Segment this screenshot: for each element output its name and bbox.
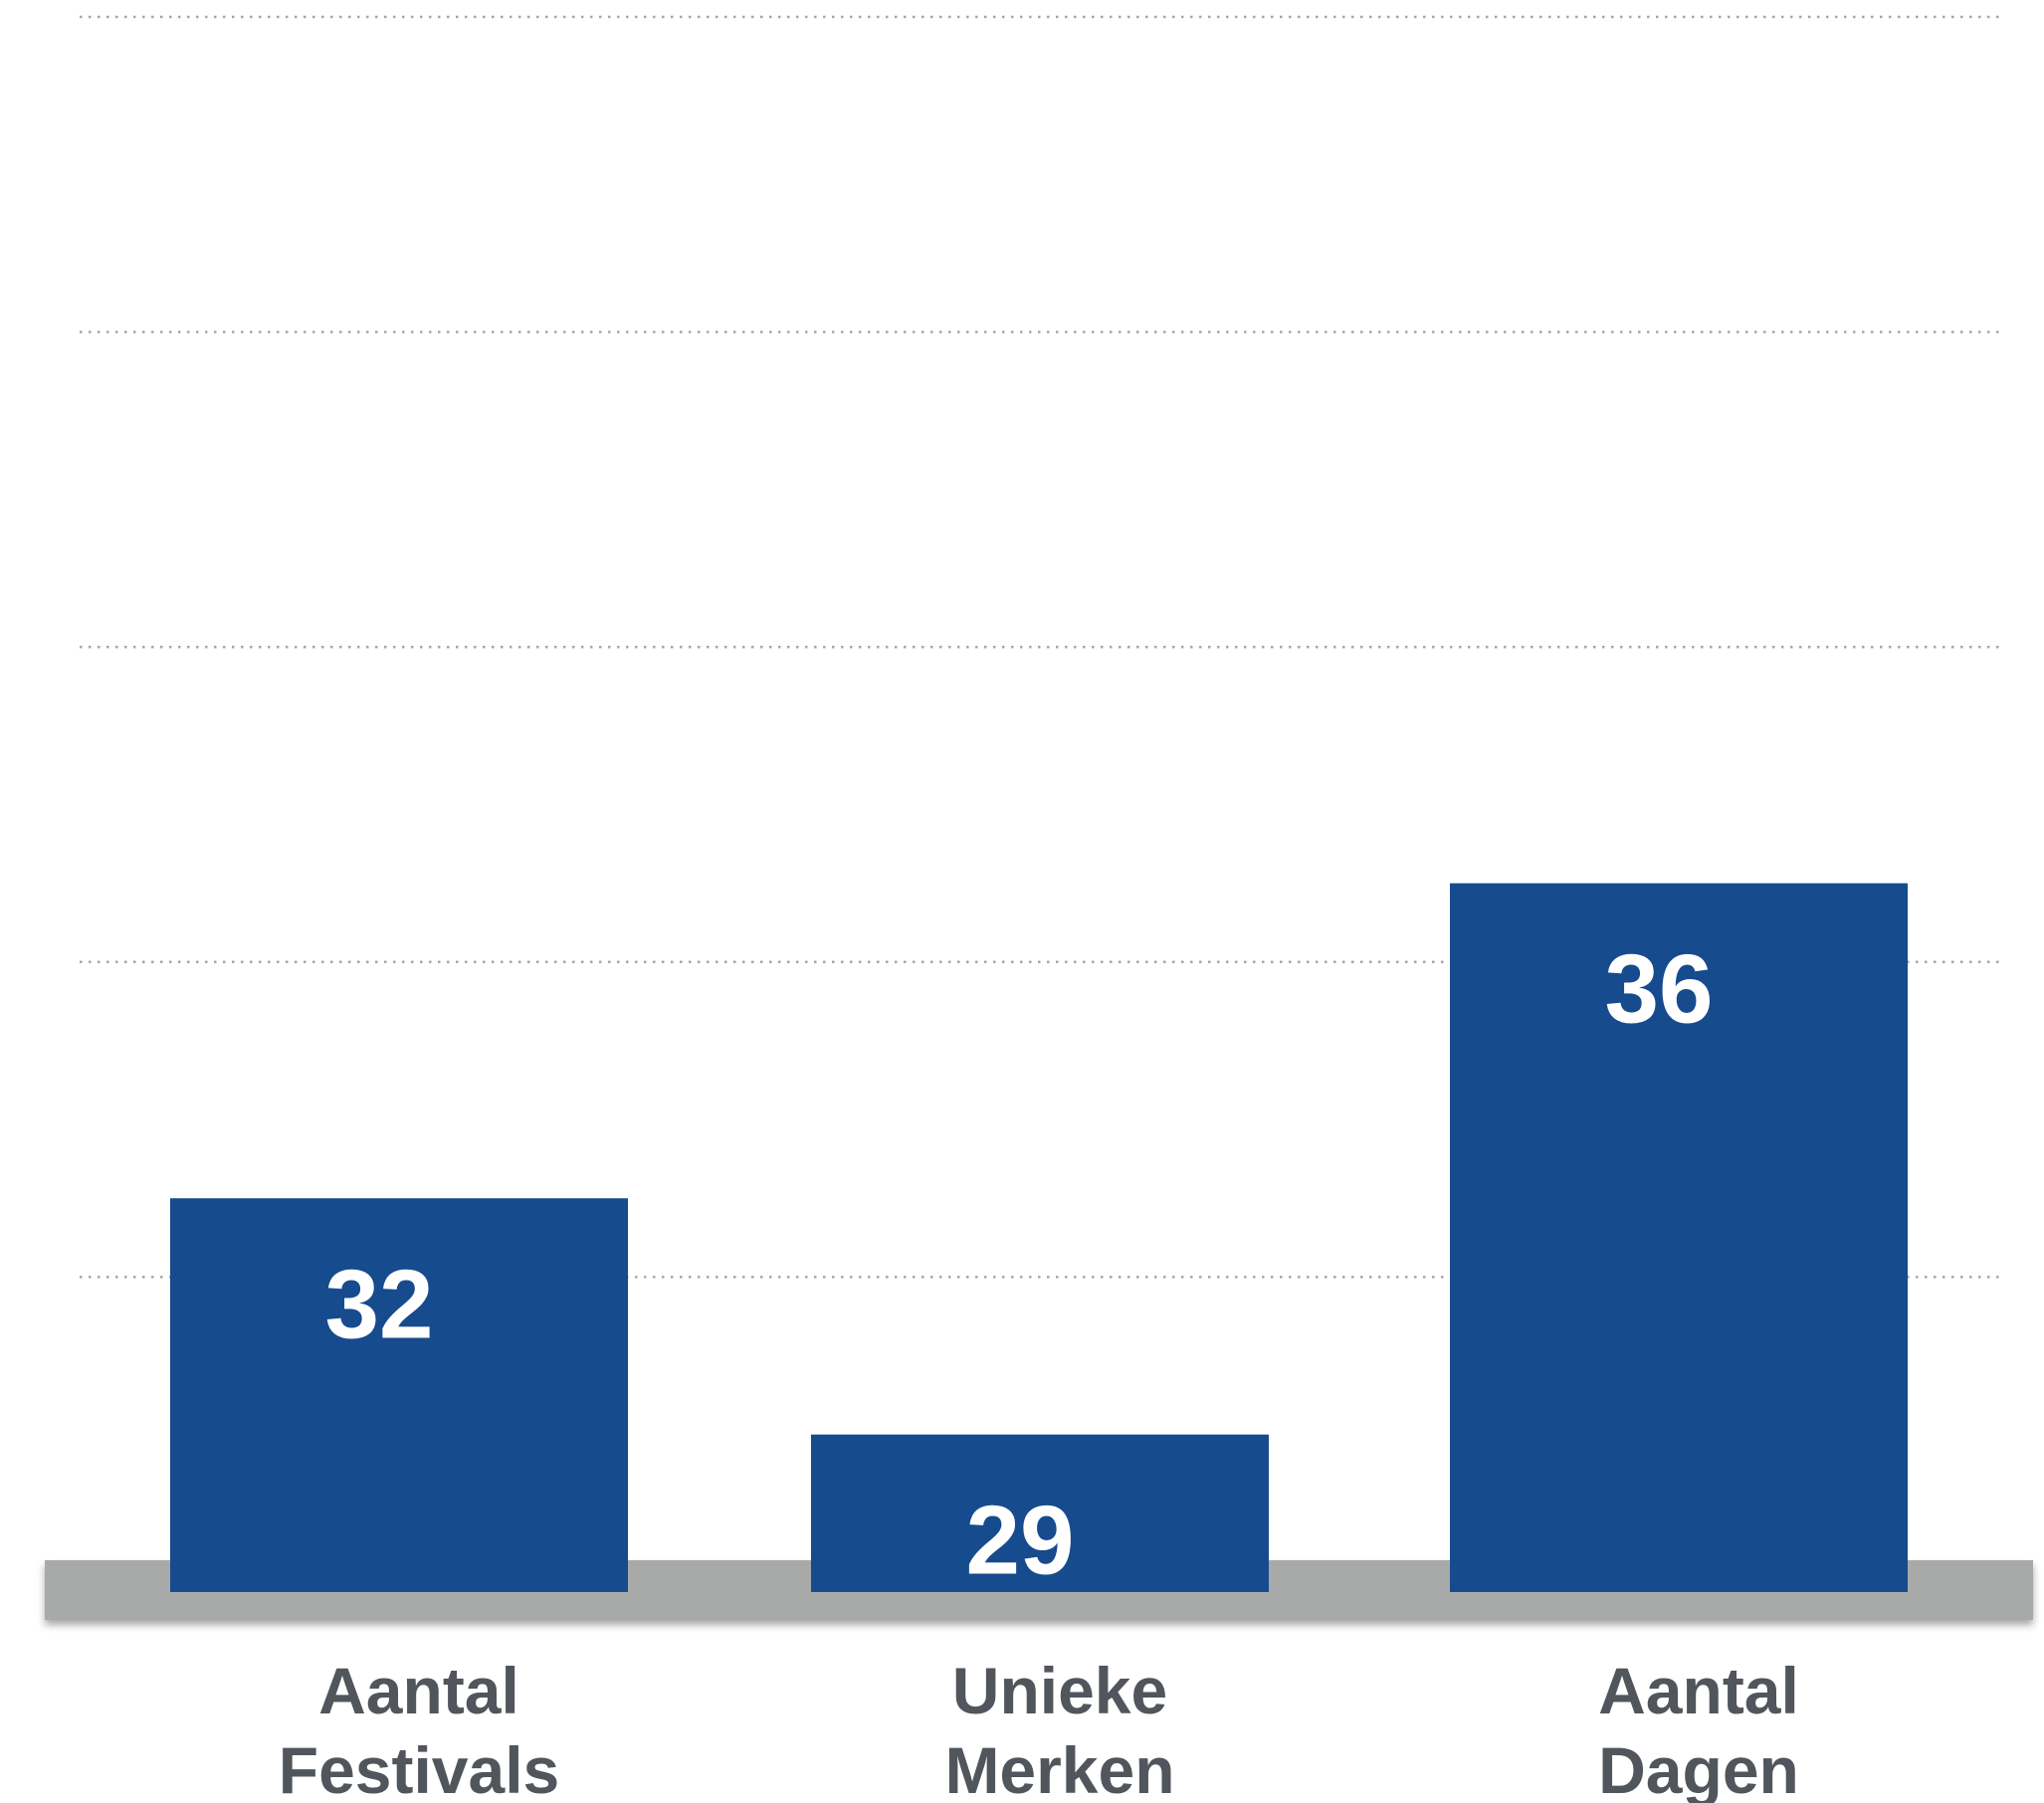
bar-0 [170, 1198, 628, 1592]
data-label-2: 36 [1604, 934, 1713, 1044]
category-label-2-line-0: Aantal [1598, 1654, 1799, 1727]
bar-2 [1450, 883, 1908, 1592]
category-label-1-line-0: Unieke [952, 1654, 1167, 1727]
bars: 32 29 36 [170, 883, 1908, 1595]
data-label-0: 32 [324, 1249, 433, 1358]
category-label-2-line-1: Dagen [1598, 1733, 1799, 1803]
gridlines [80, 15, 2000, 1279]
bar-1 [811, 1434, 1269, 1592]
data-label-1: 29 [965, 1486, 1074, 1595]
category-label-1-line-1: Merken [944, 1733, 1174, 1803]
category-label-0-line-0: Aantal [318, 1654, 519, 1727]
category-label-0-line-1: Festivals [279, 1733, 560, 1803]
